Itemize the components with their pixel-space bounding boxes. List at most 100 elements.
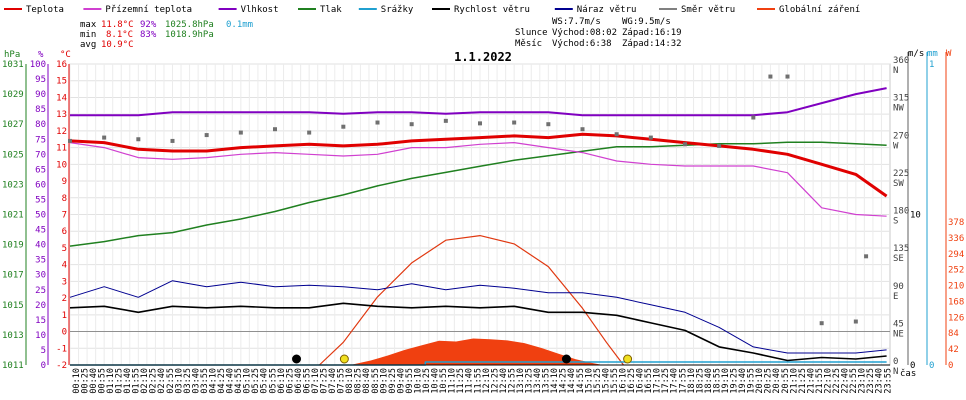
unit-degc: °C	[60, 50, 71, 60]
grid	[69, 63, 891, 366]
info-sun-label: Slunce	[515, 28, 548, 38]
right-axes: 360N315NW270W225SW180S135SE90E45NE0N1001…	[893, 52, 964, 377]
stats-min-hum: 83%	[140, 30, 157, 40]
x-tick-label: 10:25	[422, 368, 432, 394]
dir-deg-label: 360	[893, 56, 909, 66]
x-tick-label: 16:40	[636, 368, 646, 394]
x-tick-label: 17:40	[670, 368, 680, 394]
sun-marker-icon	[339, 354, 349, 364]
legend-label-6: Náraz větru	[577, 5, 637, 15]
hpa-tick-label: 1017	[2, 271, 24, 281]
dir-deg-label: 135	[893, 244, 909, 254]
degc-tick-label: 2	[62, 294, 67, 304]
x-tick-label: 22:10	[823, 368, 833, 394]
x-tick-label: 00:40	[89, 368, 99, 394]
hpa-tick-label: 1011	[2, 361, 24, 371]
pct-tick-label: 55	[35, 195, 46, 205]
dir-deg-label: 180	[893, 207, 909, 217]
dir-name-label: NE	[893, 329, 904, 339]
x-tick-label: 04:55	[234, 368, 244, 394]
dir-name-label: NW	[893, 104, 904, 114]
x-tick-label: 22:25	[832, 368, 842, 394]
x-tick-label: 17:55	[678, 368, 688, 394]
x-tick-label: 05:25	[251, 368, 261, 394]
ms-tick-label: 10	[910, 211, 921, 221]
degc-tick-label: 11	[56, 144, 67, 154]
moon-marker-icon	[561, 354, 571, 364]
x-tick-label: 06:10	[277, 368, 287, 394]
dir-deg-label: 270	[893, 131, 909, 141]
wind-speed-line	[69, 302, 887, 362]
x-tick-label: 13:25	[525, 368, 535, 394]
stats-max-press: 1025.8hPa	[165, 20, 214, 30]
x-tick-label: 13:10	[516, 368, 526, 394]
dir-name-label: S	[893, 217, 898, 227]
x-tick-label: 06:40	[294, 368, 304, 394]
x-tick-label: 02:25	[149, 368, 159, 394]
x-tick-label: 06:25	[285, 368, 295, 394]
x-tick-label: 15:55	[610, 368, 620, 394]
stats-block: max 11.8°C 92% 1025.8hPa 0.1mm min 8.1°C…	[80, 20, 253, 50]
plot-area	[68, 74, 888, 366]
wind-direction-point	[136, 137, 141, 142]
hpa-tick-label: 1021	[2, 211, 24, 221]
x-tick-label: 01:25	[115, 368, 125, 394]
degc-tick-label: 6	[62, 227, 67, 237]
wind-direction-point	[307, 130, 312, 135]
x-tick-label: 14:55	[576, 368, 586, 394]
x-tick-label: 16:10	[618, 368, 628, 394]
pct-tick-label: 15	[35, 316, 46, 326]
radiation-fill	[350, 338, 603, 365]
wind-direction-point	[238, 130, 243, 135]
pct-tick-label: 45	[35, 226, 46, 236]
temperature-line	[69, 132, 888, 198]
wind-direction-point	[768, 74, 773, 79]
degc-tick-label: 13	[56, 110, 67, 120]
wind-direction-point	[751, 115, 756, 120]
pct-tick-label: 100	[30, 60, 46, 70]
degc-tick-label: 1	[62, 311, 67, 321]
x-tick-label: 22:40	[841, 368, 851, 394]
degc-tick-label: 16	[56, 60, 67, 70]
wind-direction-point	[341, 124, 346, 129]
x-tick-label: 19:40	[738, 368, 748, 394]
w-tick-label: 168	[948, 297, 964, 307]
pct-tick-label: 60	[35, 180, 46, 190]
x-tick-label: 20:10	[755, 368, 765, 394]
x-tick-label: 13:55	[542, 368, 552, 394]
legend-label-1: Přízemní teplota	[105, 5, 192, 15]
wind-direction-point	[443, 118, 448, 123]
x-tick-label: 10:40	[431, 368, 441, 394]
w-tick-label: 42	[948, 345, 959, 355]
x-tick-label: 01:40	[123, 368, 133, 394]
x-tick-label: 04:10	[208, 368, 218, 394]
legend-label-8: Globální záření	[779, 5, 860, 15]
wind-direction-point	[170, 138, 175, 143]
pct-tick-label: 75	[35, 135, 46, 145]
x-tick-label: 03:55	[200, 368, 210, 394]
degc-tick-label: 5	[62, 244, 67, 254]
stats-avg-temp: 10.9°C	[101, 40, 134, 50]
wind-direction-point	[853, 319, 858, 324]
x-tick-label: 23:55	[883, 368, 893, 394]
wind-direction-point	[546, 122, 551, 127]
hpa-tick-label: 1023	[2, 180, 24, 190]
unit-ms: m/s	[908, 49, 924, 59]
hpa-tick-label: 1013	[2, 331, 24, 341]
x-tick-label: 07:55	[337, 368, 347, 394]
unit-mm: mm	[927, 49, 938, 59]
degc-tick-label: 8	[62, 194, 67, 204]
degc-tick-label: 7	[62, 211, 67, 221]
dir-name-label: W	[893, 141, 899, 151]
x-tick-label: 18:40	[704, 368, 714, 394]
w-tick-label: 126	[948, 313, 964, 323]
x-tick-label: 16:25	[627, 368, 637, 394]
x-tick-label: 00:10	[72, 368, 82, 394]
degc-tick-label: 15	[56, 77, 67, 87]
mm-tick-label: 0	[929, 361, 934, 371]
x-tick-label: 08:55	[371, 368, 381, 394]
x-tick-label: 14:10	[550, 368, 560, 394]
moon-marker-icon	[292, 354, 302, 364]
wind-direction-point	[648, 135, 653, 140]
x-tick-label: 07:10	[311, 368, 321, 394]
